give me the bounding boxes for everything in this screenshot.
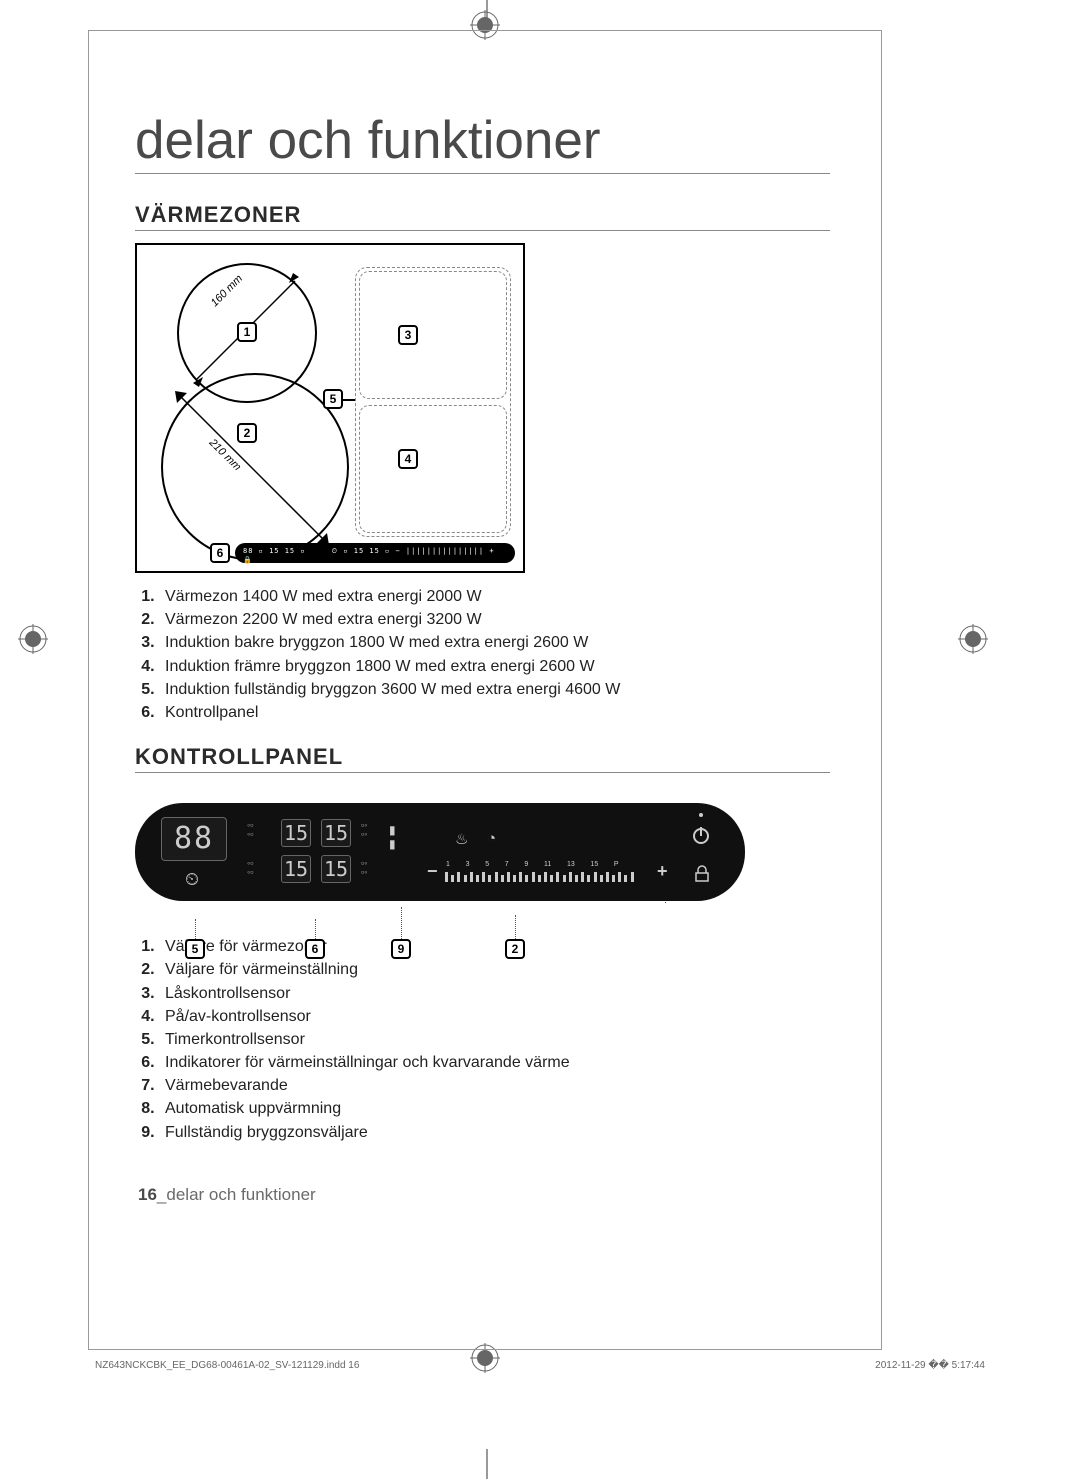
list-item: Induktion bakre bryggzon 1800 W med extr… <box>159 631 830 654</box>
slider-num: 11 <box>544 861 551 868</box>
list-item: Väljare för värmezoner <box>159 935 830 958</box>
panel-list: Väljare för värmezoner Väljare för värme… <box>135 935 830 1144</box>
page-footer: 16_delar och funktioner <box>138 1185 316 1205</box>
slider-num: 13 <box>567 861 575 868</box>
heat-slider: 1 3 5 7 9 11 13 15 P <box>445 861 655 881</box>
zone-selector-dots: ▫◦▫◦ <box>361 859 367 877</box>
heat-display-tr: 15 <box>321 819 351 847</box>
list-item: Automatisk uppvärmning <box>159 1097 830 1120</box>
panel-callout-6: 6 <box>305 939 325 959</box>
list-item: Timerkontrollsensor <box>159 1028 830 1051</box>
registration-mark-icon <box>18 624 48 659</box>
callout-connector <box>195 919 196 939</box>
mini-panel-content: 88 ▫ 15 15 ▫ ⏲ ▫ 15 15 ▫ − |||||||||||||… <box>235 543 515 568</box>
panel-callout-9: 9 <box>391 939 411 959</box>
callout-4: 4 <box>398 449 418 469</box>
list-item: Indikatorer för värmeinställningar och k… <box>159 1051 830 1074</box>
list-item: Induktion fullständig bryggzon 3600 W me… <box>159 678 830 701</box>
registration-mark-icon <box>958 624 988 659</box>
callout-connector <box>515 915 516 939</box>
control-panel-diagram: 1 7 8 3 4 88 ⏲ ◦▫◦▫ ◦▫◦▫ 15 15 15 15 ▫◦▫… <box>135 803 745 901</box>
lock-icon <box>693 865 711 888</box>
section-heading-panel: KONTROLLPANEL <box>135 744 830 773</box>
slider-num: 1 <box>446 861 450 868</box>
print-filename: NZ643NCKCBK_EE_DG68-00461A-02_SV-121129.… <box>95 1360 359 1371</box>
callout-5: 5 <box>323 389 343 409</box>
list-item: Induktion främre bryggzon 1800 W med ext… <box>159 655 830 678</box>
list-item: På/av-kontrollsensor <box>159 1005 830 1028</box>
heat-display-br: 15 <box>321 855 351 883</box>
slider-numbers: 1 3 5 7 9 11 13 15 P <box>445 861 655 868</box>
keep-warm-icon: ♨ <box>455 830 468 848</box>
zone-4-rect <box>359 405 507 533</box>
slider-num: P <box>614 861 619 868</box>
callout-3: 3 <box>398 325 418 345</box>
list-item: Fullständig bryggzonsväljare <box>159 1121 830 1144</box>
zone-selector-dots: ▫◦▫◦ <box>361 821 367 839</box>
list-item: Kontrollpanel <box>159 701 830 724</box>
list-item: Väljare för värmeinställning <box>159 958 830 981</box>
connector-line <box>343 399 355 401</box>
cooking-zones-diagram: 160 mm 210 mm 1 2 3 4 5 6 88 ▫ 15 15 ▫ ⏲… <box>135 243 525 573</box>
dimension-arrow-210 <box>167 383 337 558</box>
list-item: Värmezon 2200 W med extra energi 3200 W <box>159 608 830 631</box>
slider-num: 9 <box>524 861 528 868</box>
timer-display: 88 <box>161 817 227 861</box>
panel-callout-5: 5 <box>185 939 205 959</box>
heat-display-tl: 15 <box>281 819 311 847</box>
zone-selector-dots: ◦▫◦▫ <box>247 859 253 877</box>
page-number: 16 <box>138 1185 157 1204</box>
auto-heat-icon: ◔ <box>487 830 496 847</box>
zones-list: Värmezon 1400 W med extra energi 2000 W … <box>135 585 830 724</box>
slider-plus: + <box>657 861 668 882</box>
section-heading-zones: VÄRMEZONER <box>135 202 830 231</box>
timer-icon: ⏲ <box>185 869 199 890</box>
panel-body: 88 ⏲ ◦▫◦▫ ◦▫◦▫ 15 15 15 15 ▫◦▫◦ ▫◦▫◦ ▮▮ … <box>135 803 745 901</box>
power-led-icon <box>699 813 703 817</box>
list-item: Värmezon 1400 W med extra energi 2000 W <box>159 585 830 608</box>
heat-display-bl: 15 <box>281 855 311 883</box>
slider-num: 15 <box>590 861 598 868</box>
print-timestamp: 2012-11-29 �� 5:17:44 <box>875 1360 985 1371</box>
callout-2: 2 <box>237 423 257 443</box>
page-title: delar och funktioner <box>135 110 830 174</box>
zone-selector-dots: ◦▫◦▫ <box>247 821 253 839</box>
slider-minus: − <box>427 861 438 882</box>
callout-connector <box>401 907 402 939</box>
footer-section-name: delar och funktioner <box>166 1185 315 1204</box>
page-content: delar och funktioner VÄRMEZONER 160 mm 2… <box>135 110 830 1162</box>
panel-callout-2: 2 <box>505 939 525 959</box>
bridge-icon: ▮▮ <box>389 823 396 851</box>
callout-1: 1 <box>237 322 257 342</box>
mini-control-panel: 88 ▫ 15 15 ▫ ⏲ ▫ 15 15 ▫ − |||||||||||||… <box>235 543 515 563</box>
callout-connector <box>315 919 316 939</box>
slider-num: 5 <box>485 861 489 868</box>
slider-num: 7 <box>505 861 509 868</box>
crop-mark <box>486 1449 488 1479</box>
power-icon <box>691 825 711 850</box>
slider-ticks <box>445 868 655 882</box>
list-item: Värmebevarande <box>159 1074 830 1097</box>
list-item: Låskontrollsensor <box>159 982 830 1005</box>
slider-num: 3 <box>466 861 470 868</box>
callout-6: 6 <box>210 543 230 563</box>
zone-3-rect <box>359 271 507 399</box>
